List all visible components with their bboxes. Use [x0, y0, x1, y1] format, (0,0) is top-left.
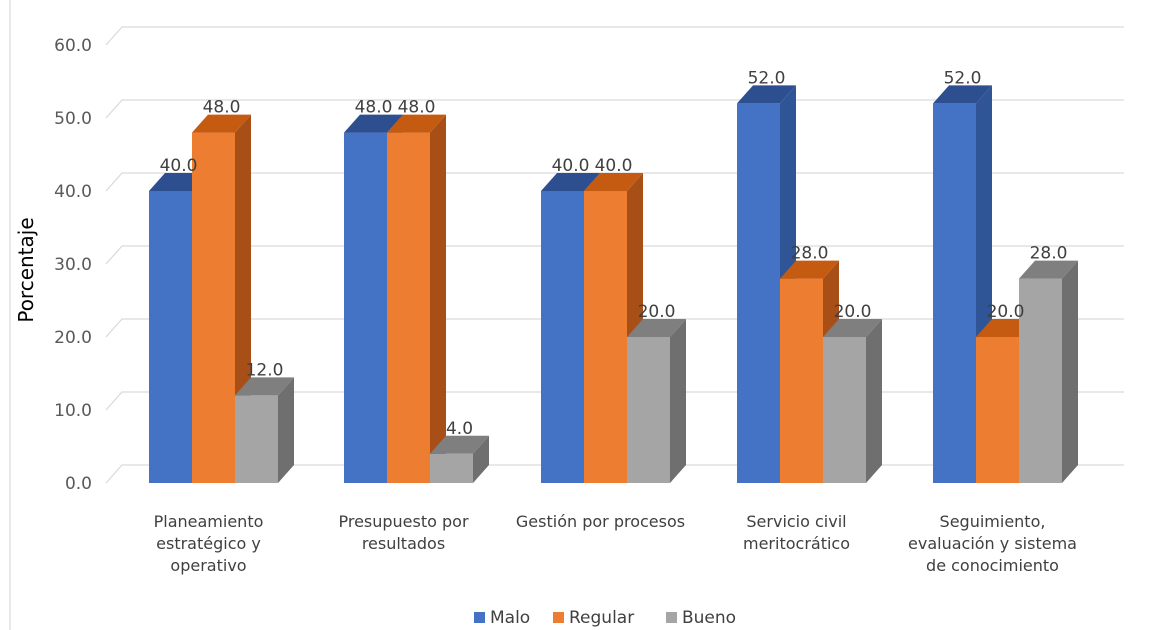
legend-label: Malo	[490, 608, 530, 628]
y-tick-label: 40.0	[54, 182, 92, 202]
bar-front	[192, 132, 235, 483]
bar-front	[430, 453, 473, 483]
legend: Malo Regular Bueno	[474, 608, 736, 628]
legend-item-malo: Malo	[474, 608, 530, 628]
bar-top	[780, 260, 839, 279]
y-tick-label: 30.0	[54, 255, 92, 275]
y-tick-label: 10.0	[54, 401, 92, 421]
legend-swatch	[553, 612, 564, 623]
bar-top	[344, 114, 403, 133]
x-axis-categories: Planeamiento estratégico y operativo Presup…	[154, 512, 1077, 575]
bar-top	[541, 173, 600, 191]
data-label: 20.0	[638, 302, 676, 322]
bar-bueno	[235, 377, 294, 483]
bar-side	[473, 435, 489, 483]
data-label: 48.0	[355, 98, 393, 118]
bar-side	[430, 114, 446, 483]
y-axis-ticks: 0.0 10.0 20.0 30.0 40.0 50.0 60.0	[54, 36, 92, 494]
bar-top	[192, 114, 251, 133]
y-axis-label: Porcentaje	[14, 217, 38, 322]
bar-front	[737, 103, 780, 484]
bar-front	[387, 132, 430, 483]
bar-side	[866, 319, 882, 483]
legend-item-regular: Regular	[553, 608, 634, 628]
bar-front	[149, 191, 192, 483]
bar-top	[430, 435, 489, 454]
legend-swatch	[474, 612, 485, 623]
bar-bueno	[1019, 260, 1078, 483]
data-label: 40.0	[552, 156, 590, 176]
data-label: 48.0	[398, 98, 436, 118]
bar-front	[1019, 278, 1062, 483]
bar-front	[627, 337, 670, 483]
y-tick-label: 50.0	[54, 109, 92, 129]
bar-bueno	[430, 435, 489, 483]
data-label: 52.0	[748, 68, 786, 88]
data-label: 20.0	[834, 302, 872, 322]
bar-front	[541, 191, 584, 483]
bar-top	[584, 173, 643, 191]
legend-label: Regular	[569, 608, 634, 628]
gridline	[105, 26, 1124, 46]
bar-top	[823, 319, 882, 337]
data-label: 40.0	[595, 156, 633, 176]
bar-side	[1062, 260, 1078, 483]
bar-front	[823, 337, 866, 483]
bar-top	[1019, 260, 1078, 279]
category-label: Gestión por procesos	[516, 512, 685, 531]
category-label: Seguimiento, evaluación y sistema de conoc…	[908, 512, 1077, 575]
bar-top	[737, 85, 796, 104]
bar-front	[933, 103, 976, 484]
data-label: 20.0	[987, 302, 1025, 322]
bar-front	[584, 191, 627, 483]
bar-bueno	[627, 319, 686, 483]
category-label: Presupuesto por resultados	[338, 512, 468, 553]
category-label: Servicio civil meritocrático	[743, 512, 850, 553]
data-label: 40.0	[160, 156, 198, 176]
legend-item-bueno: Bueno	[666, 608, 736, 628]
category-label: Planeamiento estratégico y operativo	[154, 512, 264, 575]
bar-front	[235, 395, 278, 483]
bar-top	[627, 319, 686, 337]
data-label: 4.0	[446, 419, 473, 439]
bar-front	[780, 278, 823, 483]
gridlines	[105, 26, 1124, 484]
bar-side	[670, 319, 686, 483]
data-label: 48.0	[203, 98, 241, 118]
data-label: 28.0	[1030, 244, 1068, 264]
data-label: 52.0	[944, 68, 982, 88]
bar-front	[344, 132, 387, 483]
bar-top	[387, 114, 446, 133]
legend-swatch	[666, 612, 677, 623]
bar-side	[278, 377, 294, 483]
y-tick-label: 0.0	[65, 474, 92, 494]
bar-regular	[387, 114, 446, 483]
legend-label: Bueno	[682, 608, 736, 628]
bars: 40.048.012.048.0 48.04.040.0 40.020.052.02…	[149, 68, 1078, 484]
data-label: 28.0	[791, 244, 829, 264]
bar-front	[976, 337, 1019, 483]
bar-regular	[584, 173, 643, 483]
data-label: 12.0	[246, 360, 284, 380]
bar-bueno	[823, 319, 882, 483]
y-tick-label: 60.0	[54, 36, 92, 56]
bar-top	[235, 377, 294, 396]
y-tick-label: 20.0	[54, 328, 92, 348]
bar-top	[933, 85, 992, 104]
